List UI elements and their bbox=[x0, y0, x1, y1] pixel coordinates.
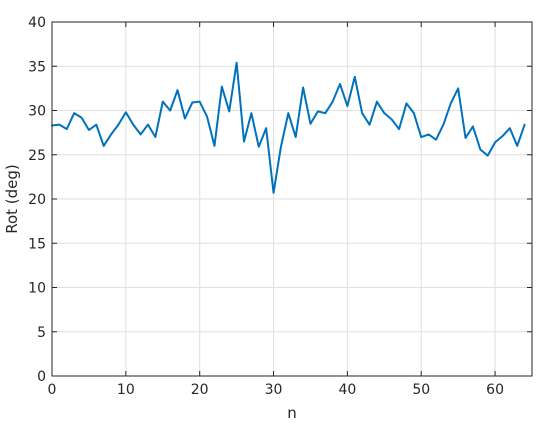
y-tick-label: 10 bbox=[28, 281, 46, 297]
y-tick-label: 0 bbox=[37, 369, 46, 385]
x-tick-label: 0 bbox=[48, 382, 57, 398]
y-tick-label: 5 bbox=[37, 325, 46, 341]
y-tick-label: 20 bbox=[28, 192, 46, 208]
y-tick-label: 25 bbox=[28, 148, 46, 164]
y-tick-label: 35 bbox=[28, 59, 46, 75]
series-line bbox=[51, 61, 526, 194]
x-tick-label: 40 bbox=[338, 382, 356, 398]
x-tick-label: 30 bbox=[265, 382, 283, 398]
grid bbox=[52, 21, 532, 376]
y-tick-label: 30 bbox=[28, 104, 46, 120]
x-axis-label: n bbox=[287, 404, 297, 422]
y-tick-label: 15 bbox=[28, 236, 46, 252]
y-axis-label: Rot (deg) bbox=[3, 164, 21, 234]
x-tick-label: 10 bbox=[117, 382, 135, 398]
x-tick-label: 20 bbox=[191, 382, 209, 398]
x-axis: 0 10 20 30 40 50 60 bbox=[48, 22, 504, 398]
x-tick-label: 50 bbox=[412, 382, 430, 398]
y-tick-label: 40 bbox=[28, 15, 46, 31]
x-tick-label: 60 bbox=[486, 382, 504, 398]
y-axis: 0 5 10 15 20 25 30 35 40 bbox=[28, 15, 532, 385]
